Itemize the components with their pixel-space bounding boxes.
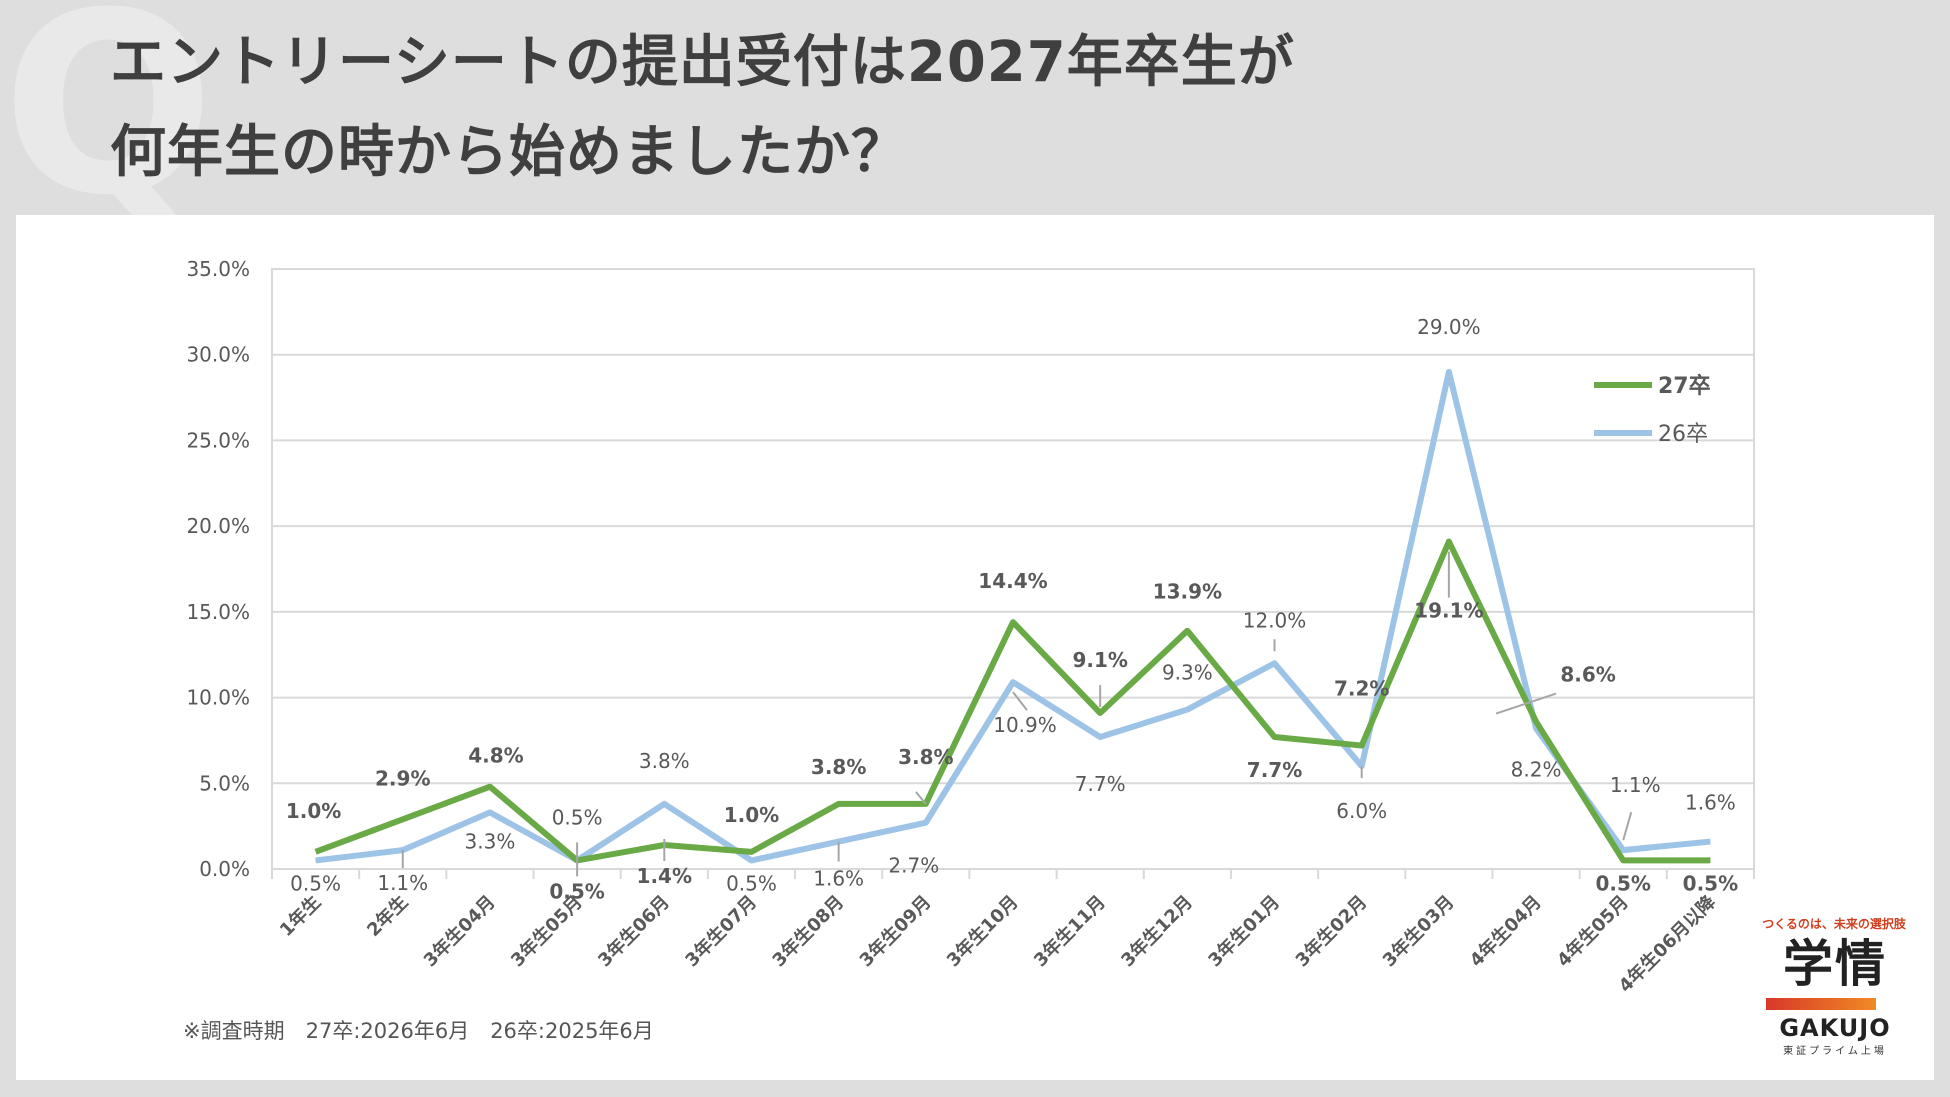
x-tick-label: 3年生06月 [594, 891, 674, 971]
y-tick-label: 10.0% [186, 686, 250, 710]
x-tick-label: 3年生10月 [942, 891, 1022, 971]
title-line-2: 何年生の時から始めましたか？ [110, 120, 908, 185]
series-27-data-label: 0.5% [1596, 871, 1651, 895]
y-tick-label: 20.0% [186, 514, 250, 538]
chart-panel: 0.0% 5.0% 10.0% 15.0% 20.0% 25.0% 30.0% 35.0% 1年… [16, 215, 1934, 1080]
series-26-leader-line [1622, 811, 1633, 841]
y-tick-label: 5.0% [199, 771, 250, 795]
series-26-data-label: 6.0% [1336, 799, 1387, 823]
x-tick-label: 3年生03月 [1378, 891, 1458, 971]
series-26-data-label: 3.8% [639, 749, 690, 773]
title-line-1: エントリーシートの提出受付は2027年卒生が [110, 30, 1295, 95]
series-27-data-label: 0.5% [1683, 871, 1738, 895]
series-27-leader-line [1495, 692, 1557, 715]
series-26-leader-line [1012, 691, 1028, 711]
x-tick-label: 3年生02月 [1291, 891, 1371, 971]
series-27-data-label: 1.0% [724, 803, 779, 827]
series-26-data-label: 1.1% [377, 871, 428, 895]
series-27-data-label: 1.4% [637, 864, 692, 888]
series-27-data-label: 19.1% [1414, 599, 1483, 623]
y-tick-label: 15.0% [186, 600, 250, 624]
series-27-data-label: 7.2% [1334, 677, 1389, 701]
x-tick-label: 3年生09月 [855, 891, 935, 971]
q-watermark: Q [2, 0, 215, 250]
logo-kanji: 学情 [1783, 935, 1887, 993]
x-tick-label: 3年生12月 [1117, 891, 1197, 971]
x-tick-label: 2年生 [362, 891, 412, 941]
series-26-data-label: 12.0% [1243, 608, 1307, 632]
y-tick-label: 30.0% [186, 343, 250, 367]
series-26-data-label: 1.1% [1610, 773, 1661, 797]
series-26-data-label: 10.9% [993, 713, 1057, 737]
series-26-data-label: 29.0% [1417, 315, 1481, 339]
series-26-data-label: 0.5% [552, 805, 603, 829]
logo-tagline: つくるのは、未来の選択肢 [1762, 917, 1906, 931]
plot-border [271, 268, 1755, 870]
series-27-data-label: 13.9% [1153, 580, 1222, 604]
survey-footnote: ※調査時期 27卒:2026年6月 26卒:2025年6月 [183, 1019, 654, 1043]
series-27-data-label: 2.9% [375, 766, 430, 790]
x-tick-label: 3年生08月 [768, 891, 848, 971]
y-tick-label: 35.0% [186, 257, 250, 281]
y-tick-label: 25.0% [186, 428, 250, 452]
series-27-data-label: 1.0% [286, 799, 341, 823]
series-27-data-label: 3.8% [898, 745, 953, 769]
logo-subtitle: 東証プライム上場 [1783, 1046, 1887, 1057]
x-tick-label: 1年生 [275, 891, 325, 941]
series-26-data-label: 0.5% [726, 871, 777, 895]
x-tick-label: 3年生01月 [1204, 891, 1284, 971]
series-26-data-label: 7.7% [1075, 772, 1126, 796]
series-26-data-label: 2.7% [888, 854, 939, 878]
series-27-data-label: 9.1% [1072, 648, 1127, 672]
legend-label: 26卒 [1658, 422, 1708, 447]
legend-label: 27卒 [1658, 373, 1711, 399]
series-26-data-label: 1.6% [813, 867, 864, 891]
series-27-data-label: 7.7% [1247, 758, 1302, 782]
series-27-data-label: 0.5% [549, 879, 604, 903]
x-tick-label: 3年生07月 [681, 891, 761, 971]
series-26-data-label: 0.5% [290, 871, 341, 895]
x-tick-label: 4年生05月 [1552, 891, 1632, 971]
series-27-data-label: 4.8% [468, 744, 523, 768]
series-26-data-label: 9.3% [1162, 661, 1213, 685]
series-26-line [315, 368, 1711, 864]
series-27-data-label: 8.6% [1560, 663, 1615, 687]
x-tick-label: 4年生04月 [1465, 891, 1545, 971]
series-26-data-label: 3.3% [465, 829, 516, 853]
series-26-data-label: 1.6% [1685, 791, 1736, 815]
series-27-data-label: 3.8% [811, 755, 866, 779]
gakujo-logo: つくるのは、未来の選択肢 学情 GAKUJO 東証プライム上場 [1760, 915, 1910, 1065]
y-tick-label: 0.0% [199, 857, 250, 881]
line-chart: 0.0% 5.0% 10.0% 15.0% 20.0% 25.0% 30.0% 35.0% 1年… [186, 257, 1755, 997]
series-27-data-label: 14.4% [978, 569, 1047, 593]
series-27-leader-line [915, 791, 927, 805]
series-26-data-label: 8.2% [1511, 757, 1562, 781]
page-title: エントリーシートの提出受付は2027年卒生が 何年生の時から始めましたか？ [110, 18, 1295, 198]
logo-name: GAKUJO [1779, 1014, 1891, 1042]
x-tick-label: 3年生11月 [1029, 891, 1109, 971]
x-tick-label: 3年生04月 [419, 891, 499, 971]
logo-bar [1766, 998, 1876, 1010]
